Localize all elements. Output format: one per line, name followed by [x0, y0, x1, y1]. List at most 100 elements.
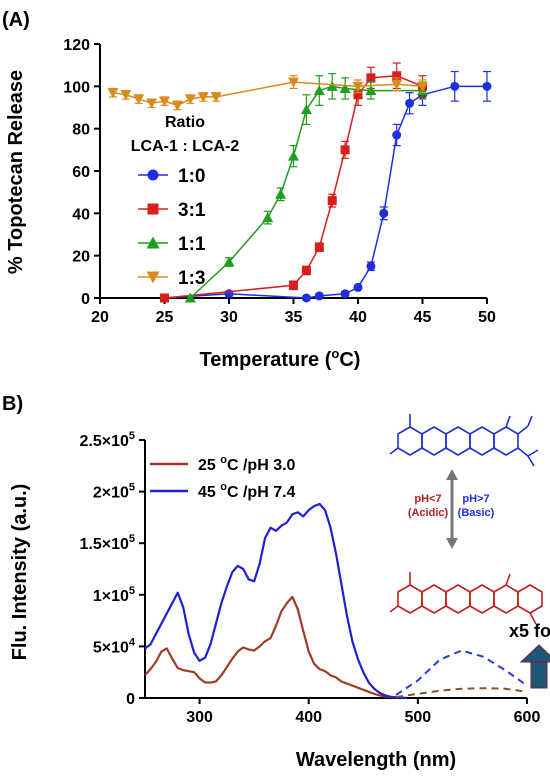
series-1-3	[107, 75, 428, 111]
chart-a-legend: Ratio LCA-1 : LCA-2 1:0 3:1 1:1 1:3	[131, 114, 240, 289]
data-point	[184, 292, 196, 303]
chart-b-ylabel: Flu. Intensity (a.u.)	[9, 484, 31, 661]
series-line	[112, 81, 423, 107]
data-point	[160, 293, 169, 303]
legend-marker	[147, 203, 159, 215]
chart-b-xtick-label: 300	[186, 709, 213, 726]
legend-entry: 3:1	[178, 200, 206, 221]
data-point	[326, 80, 338, 91]
data-point	[133, 94, 145, 105]
chart-b-xlabel: Wavelength (nm)	[296, 749, 456, 771]
basic-form-molecule-icon	[389, 414, 539, 467]
chart-b: 0 5×104 1×105 1.5×105 2×105 2.5×105 300 400 500 6…	[9, 414, 550, 771]
spectrum-25c-line	[144, 595, 397, 699]
chart-a-ytick-label: 120	[63, 37, 90, 54]
spectrum-45c-line	[144, 502, 407, 699]
data-point	[417, 81, 428, 92]
equilibrium-arrow-icon	[446, 469, 458, 549]
data-point	[366, 73, 376, 83]
chart-a-xtick-label: 25	[156, 309, 174, 326]
chart-b-axes: 0 5×104 1×105 1.5×105 2×105 2.5×105 300 400 500 6…	[79, 430, 540, 726]
chart-a-ylabel: % Topotecan Release	[5, 70, 27, 274]
data-point	[107, 88, 119, 99]
chart-a-ytick-label: 40	[72, 206, 90, 223]
fold-arrow-icon	[519, 644, 550, 689]
data-point	[365, 85, 377, 96]
acidic-label: pH<7	[414, 493, 441, 505]
chart-b-xtick-label: 400	[295, 709, 322, 726]
data-point	[314, 242, 324, 252]
fold-label: x5 fold	[509, 621, 550, 641]
data-point	[339, 82, 351, 93]
data-point	[352, 81, 364, 92]
legend-entry: 1:3	[178, 268, 205, 289]
legend-entry: 45 oC /pH 7.4	[198, 481, 296, 501]
data-point	[210, 92, 222, 103]
chart-b-ytick-label: 5×104	[93, 636, 136, 656]
chart-b-series	[144, 502, 528, 699]
basic-label: pH>7	[462, 493, 489, 505]
data-point	[120, 90, 132, 101]
data-point	[405, 98, 415, 108]
legend-entry: 1:0	[178, 166, 205, 187]
legend-entry: 25 oC /pH 3.0	[198, 454, 296, 474]
legend-entry: 1:1	[178, 234, 206, 255]
data-point	[301, 265, 311, 275]
chart-b-legend: 25 oC /pH 3.0 45 oC /pH 7.4	[150, 454, 296, 501]
panel-a-label: (A)	[2, 9, 30, 31]
data-point	[197, 92, 209, 103]
data-point	[392, 71, 402, 81]
chart-a-xtick-label: 20	[91, 309, 109, 326]
data-point	[300, 104, 312, 115]
data-point	[223, 256, 235, 267]
chart-b-ytick-label: 2.5×105	[79, 430, 135, 450]
chart-a-xtick-label: 40	[349, 309, 367, 326]
data-point	[146, 98, 158, 109]
legend-marker	[146, 236, 160, 249]
data-point	[340, 145, 350, 155]
chart-a-xtick-label: 45	[414, 309, 432, 326]
data-point	[366, 261, 376, 271]
chart-b-ytick-label: 0	[126, 691, 135, 708]
legend-marker	[147, 169, 159, 181]
chart-a-ytick-label: 20	[72, 249, 90, 266]
data-point	[340, 289, 350, 299]
chart-a-ytick-label: 0	[81, 291, 90, 308]
data-point	[314, 291, 324, 301]
data-point	[184, 94, 196, 105]
basic-sublabel: (Basic)	[458, 507, 495, 519]
series-line	[164, 85, 487, 299]
data-point	[392, 130, 402, 140]
series-3-1	[160, 62, 427, 303]
data-point	[159, 96, 170, 107]
chart-a-xtick-label: 35	[285, 309, 303, 326]
series-1-0	[160, 70, 492, 303]
chart-a-ytick-label: 80	[72, 122, 90, 139]
data-point	[391, 79, 403, 90]
data-point	[379, 208, 389, 218]
chart-b-xtick-label: 600	[514, 709, 541, 726]
data-point	[171, 100, 183, 111]
data-point	[327, 196, 337, 206]
chart-a-xtick-label: 30	[220, 309, 238, 326]
acidic-form-molecule-icon	[389, 572, 543, 625]
acidic-sublabel: (Acidic)	[408, 507, 449, 519]
data-point	[353, 90, 363, 100]
projected-basic-dashed-line	[395, 649, 528, 696]
chart-b-ytick-label: 1.5×105	[79, 533, 135, 553]
projected-acidic-dashed-line	[395, 687, 528, 698]
chart-a-ytick-label: 100	[63, 79, 90, 96]
legend-marker	[146, 271, 160, 284]
data-point	[275, 188, 287, 199]
data-point	[289, 280, 298, 290]
panel-b-label: B)	[2, 393, 23, 415]
chart-b-xtick-label: 500	[405, 709, 432, 726]
chart-a-ytick-label: 60	[72, 164, 90, 181]
data-point	[313, 85, 325, 96]
legend-title-ratio: Ratio	[165, 114, 205, 131]
chart-a-xlabel: Temperature (oC)	[200, 346, 361, 371]
data-point	[262, 212, 274, 223]
